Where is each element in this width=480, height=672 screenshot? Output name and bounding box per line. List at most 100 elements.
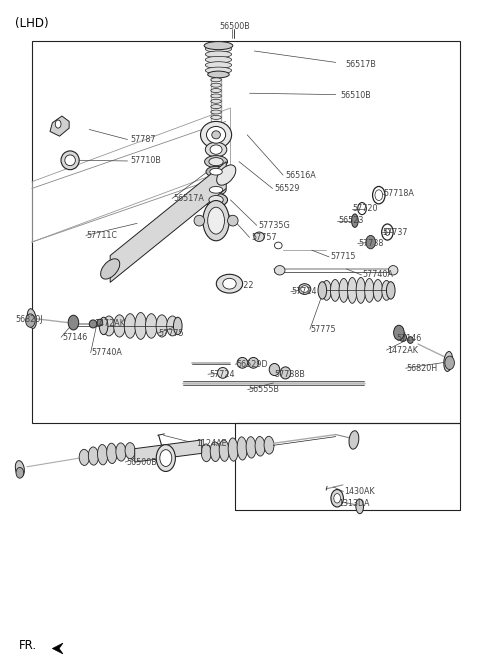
Ellipse shape — [299, 284, 311, 294]
Text: 56820J: 56820J — [15, 315, 43, 325]
Text: 57735G: 57735G — [258, 221, 290, 230]
Text: 57775: 57775 — [158, 329, 184, 338]
Ellipse shape — [211, 94, 221, 98]
Text: 57757: 57757 — [252, 233, 277, 242]
Circle shape — [445, 356, 455, 370]
Ellipse shape — [97, 445, 108, 465]
Ellipse shape — [99, 317, 108, 335]
Ellipse shape — [322, 280, 331, 300]
Ellipse shape — [208, 71, 229, 78]
Ellipse shape — [205, 46, 232, 52]
Ellipse shape — [356, 499, 363, 513]
Polygon shape — [110, 162, 226, 282]
Ellipse shape — [209, 196, 223, 204]
Text: 57740A: 57740A — [362, 270, 394, 280]
Text: 1472AK: 1472AK — [94, 319, 125, 329]
Text: 56517B: 56517B — [345, 60, 376, 69]
Circle shape — [394, 325, 404, 340]
Ellipse shape — [211, 105, 221, 109]
Circle shape — [366, 235, 375, 249]
Ellipse shape — [382, 280, 391, 300]
Ellipse shape — [116, 443, 126, 461]
Ellipse shape — [211, 78, 221, 82]
Ellipse shape — [210, 169, 222, 175]
Text: 56523: 56523 — [338, 216, 363, 225]
Circle shape — [16, 468, 24, 478]
Ellipse shape — [206, 126, 226, 143]
Ellipse shape — [386, 282, 395, 299]
Ellipse shape — [349, 431, 359, 449]
Ellipse shape — [408, 337, 413, 343]
Text: 57146: 57146 — [396, 334, 421, 343]
Text: 57775: 57775 — [311, 325, 336, 334]
Ellipse shape — [107, 444, 117, 464]
Polygon shape — [50, 116, 69, 136]
Ellipse shape — [205, 67, 232, 74]
Ellipse shape — [201, 444, 211, 462]
Ellipse shape — [275, 265, 285, 275]
Ellipse shape — [248, 358, 259, 368]
Text: 56510B: 56510B — [340, 91, 371, 100]
Circle shape — [55, 120, 61, 128]
Text: 1313DA: 1313DA — [338, 499, 370, 508]
Ellipse shape — [124, 314, 136, 338]
Text: 56516A: 56516A — [286, 171, 316, 179]
Ellipse shape — [301, 286, 309, 292]
Text: 56522: 56522 — [228, 280, 254, 290]
Ellipse shape — [255, 437, 265, 456]
Ellipse shape — [167, 316, 178, 336]
Ellipse shape — [217, 368, 228, 378]
Text: 57737: 57737 — [383, 228, 408, 237]
Ellipse shape — [135, 312, 146, 339]
Text: 56555B: 56555B — [249, 385, 280, 394]
Ellipse shape — [269, 364, 280, 376]
Ellipse shape — [388, 265, 398, 275]
Ellipse shape — [125, 443, 135, 459]
Ellipse shape — [205, 62, 232, 69]
Ellipse shape — [351, 214, 358, 227]
Ellipse shape — [280, 367, 291, 379]
Ellipse shape — [444, 351, 453, 372]
Text: 57711C: 57711C — [87, 231, 118, 240]
Ellipse shape — [15, 460, 24, 477]
Text: 1124AE: 1124AE — [196, 439, 227, 448]
Ellipse shape — [97, 319, 103, 326]
Text: 56517A: 56517A — [173, 194, 204, 203]
Ellipse shape — [330, 280, 340, 301]
Text: 57715: 57715 — [330, 253, 356, 261]
Text: 57146: 57146 — [62, 333, 87, 342]
Ellipse shape — [204, 42, 233, 50]
Ellipse shape — [275, 242, 282, 249]
Ellipse shape — [212, 131, 220, 139]
Text: (LHD): (LHD) — [15, 17, 48, 30]
Circle shape — [331, 490, 343, 507]
Ellipse shape — [339, 278, 348, 302]
Ellipse shape — [65, 155, 75, 166]
Ellipse shape — [365, 278, 374, 302]
Ellipse shape — [223, 278, 236, 289]
Ellipse shape — [237, 437, 247, 460]
Ellipse shape — [211, 116, 221, 120]
Ellipse shape — [205, 51, 232, 58]
Ellipse shape — [210, 442, 220, 462]
Ellipse shape — [264, 436, 274, 454]
Text: 56529: 56529 — [275, 184, 300, 193]
Circle shape — [68, 315, 79, 330]
Ellipse shape — [89, 320, 97, 328]
Ellipse shape — [156, 314, 168, 337]
Ellipse shape — [356, 278, 366, 303]
Ellipse shape — [145, 314, 157, 338]
Ellipse shape — [160, 450, 172, 466]
Text: FR.: FR. — [19, 639, 37, 653]
Text: 57724: 57724 — [209, 370, 234, 379]
Ellipse shape — [103, 316, 115, 336]
Ellipse shape — [211, 83, 221, 87]
Ellipse shape — [209, 186, 223, 193]
Ellipse shape — [228, 438, 238, 461]
Ellipse shape — [211, 99, 221, 103]
Polygon shape — [52, 643, 63, 654]
Ellipse shape — [210, 145, 222, 155]
Ellipse shape — [156, 445, 175, 472]
Text: 57720: 57720 — [352, 204, 378, 213]
Ellipse shape — [216, 165, 236, 185]
